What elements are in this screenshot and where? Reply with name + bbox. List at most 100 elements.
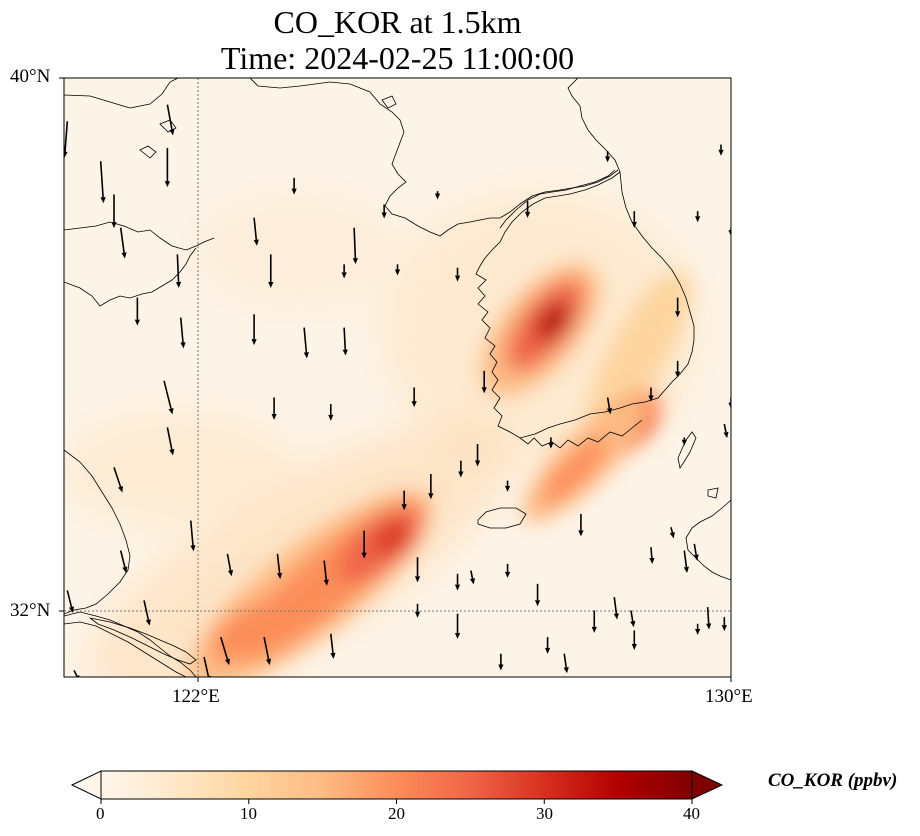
wind-arrow (263, 636, 272, 666)
wind-arrow (342, 327, 348, 356)
wind-arrow (411, 387, 417, 408)
wind-arrow (271, 397, 277, 420)
wind-arrow (113, 467, 123, 493)
wind-arrow (695, 211, 701, 223)
colorbar-tick-label: 20 (388, 804, 405, 823)
wind-arrow (683, 550, 689, 573)
wind-arrow (330, 633, 336, 659)
wind-arrow (563, 653, 569, 674)
wind-arrow (348, 677, 353, 691)
wind-arrow (474, 444, 481, 467)
lat-tick-label: 32°N (10, 600, 51, 621)
wind-arrow (428, 474, 434, 500)
wind-arrow (630, 610, 636, 628)
axis-ticks (59, 77, 732, 682)
wind-arrow (119, 227, 127, 259)
colorbar-tick-label: 0 (96, 804, 105, 823)
wind-arrow (166, 427, 175, 456)
map-subtitle-time: Time: 2024-02-25 11:00:00 (220, 40, 575, 76)
colorbar-tick-label: 40 (683, 804, 700, 823)
wind-arrow (675, 360, 681, 378)
wind-arrow (119, 550, 128, 573)
wind-arrow (498, 653, 504, 671)
wind-arrow (454, 573, 461, 591)
wind-arrow (706, 607, 712, 630)
wind-arrow (631, 630, 637, 651)
wind-arrow (226, 553, 234, 577)
wind-arrow (175, 254, 182, 288)
wind-arrow (481, 370, 487, 394)
wind-arrow (352, 227, 358, 265)
wind-arrow (99, 161, 106, 204)
colorbar-tick-label: 30 (536, 804, 553, 823)
wind-arrow (434, 191, 441, 200)
wind-arrow (414, 603, 421, 618)
wind-arrow (276, 553, 283, 580)
wind-arrow (253, 217, 259, 246)
wind-arrow (721, 617, 727, 632)
wind-arrow (648, 387, 654, 402)
wind-arrow (143, 600, 151, 626)
wind-arrow (401, 490, 407, 511)
wind-arrow (179, 317, 186, 349)
wind-arrow (454, 613, 461, 639)
wind-arrow (605, 151, 611, 163)
wind-arrow (649, 547, 655, 565)
wind-arrow (166, 104, 175, 136)
wind-arrow (268, 254, 274, 288)
wind-arrow (606, 397, 612, 415)
wind-arrow (728, 397, 731, 409)
wind-arrow (613, 597, 619, 620)
wind-arrow (591, 610, 597, 633)
wind-arrow (164, 147, 170, 188)
wind-arrow (219, 636, 230, 666)
wind-arrow (64, 121, 69, 158)
wind-arrow (693, 543, 699, 561)
colorbar-tick-label: 10 (240, 804, 257, 823)
wind-arrow (454, 267, 461, 282)
wind-arrow (414, 557, 421, 583)
wind-arrow (469, 570, 476, 585)
lat-tick-label: 40°N (10, 66, 51, 87)
wind-arrow (548, 437, 554, 449)
wind-arrow (361, 530, 367, 559)
wind-arrow (669, 527, 675, 539)
map-frame (63, 77, 732, 678)
wind-arrow (291, 177, 297, 195)
wind-arrow (728, 227, 731, 237)
concentration-field (64, 190, 700, 677)
wind-arrow (163, 380, 174, 415)
wind-arrow (111, 194, 117, 229)
wind-arrow (328, 404, 334, 421)
lon-tick-label: 122°E (172, 686, 220, 707)
gridlines (64, 78, 731, 677)
wind-arrow (723, 423, 729, 439)
wind-arrow (578, 513, 584, 537)
lon-tick-label: 130°E (705, 686, 753, 707)
wind-arrow (66, 590, 75, 613)
wind-arrow (544, 637, 551, 654)
wind-arrow (381, 204, 387, 219)
colorbar-extend-max (691, 770, 724, 800)
wind-vectors (64, 104, 731, 691)
wind-arrow (681, 437, 687, 446)
wind-arrow (504, 480, 511, 492)
wind-arrow (504, 563, 511, 578)
wind-arrow (341, 264, 347, 279)
wind-arrow (695, 623, 701, 635)
wind-arrow (134, 297, 140, 326)
wind-arrow (189, 520, 196, 552)
colorbar-extend-min (70, 770, 102, 800)
wind-arrow (458, 460, 464, 478)
wind-arrow (534, 583, 541, 607)
wind-arrow (394, 264, 401, 276)
colorbar-label: CO_KOR (ppbv) (768, 770, 898, 791)
wind-arrow (323, 560, 329, 586)
coastlines (64, 78, 731, 677)
wind-arrow (251, 314, 257, 346)
wind-arrow (524, 201, 531, 218)
map-title: CO_KOR at 1.5km (273, 4, 522, 40)
wind-arrow (675, 297, 681, 318)
colorbar-gradient (101, 771, 692, 799)
